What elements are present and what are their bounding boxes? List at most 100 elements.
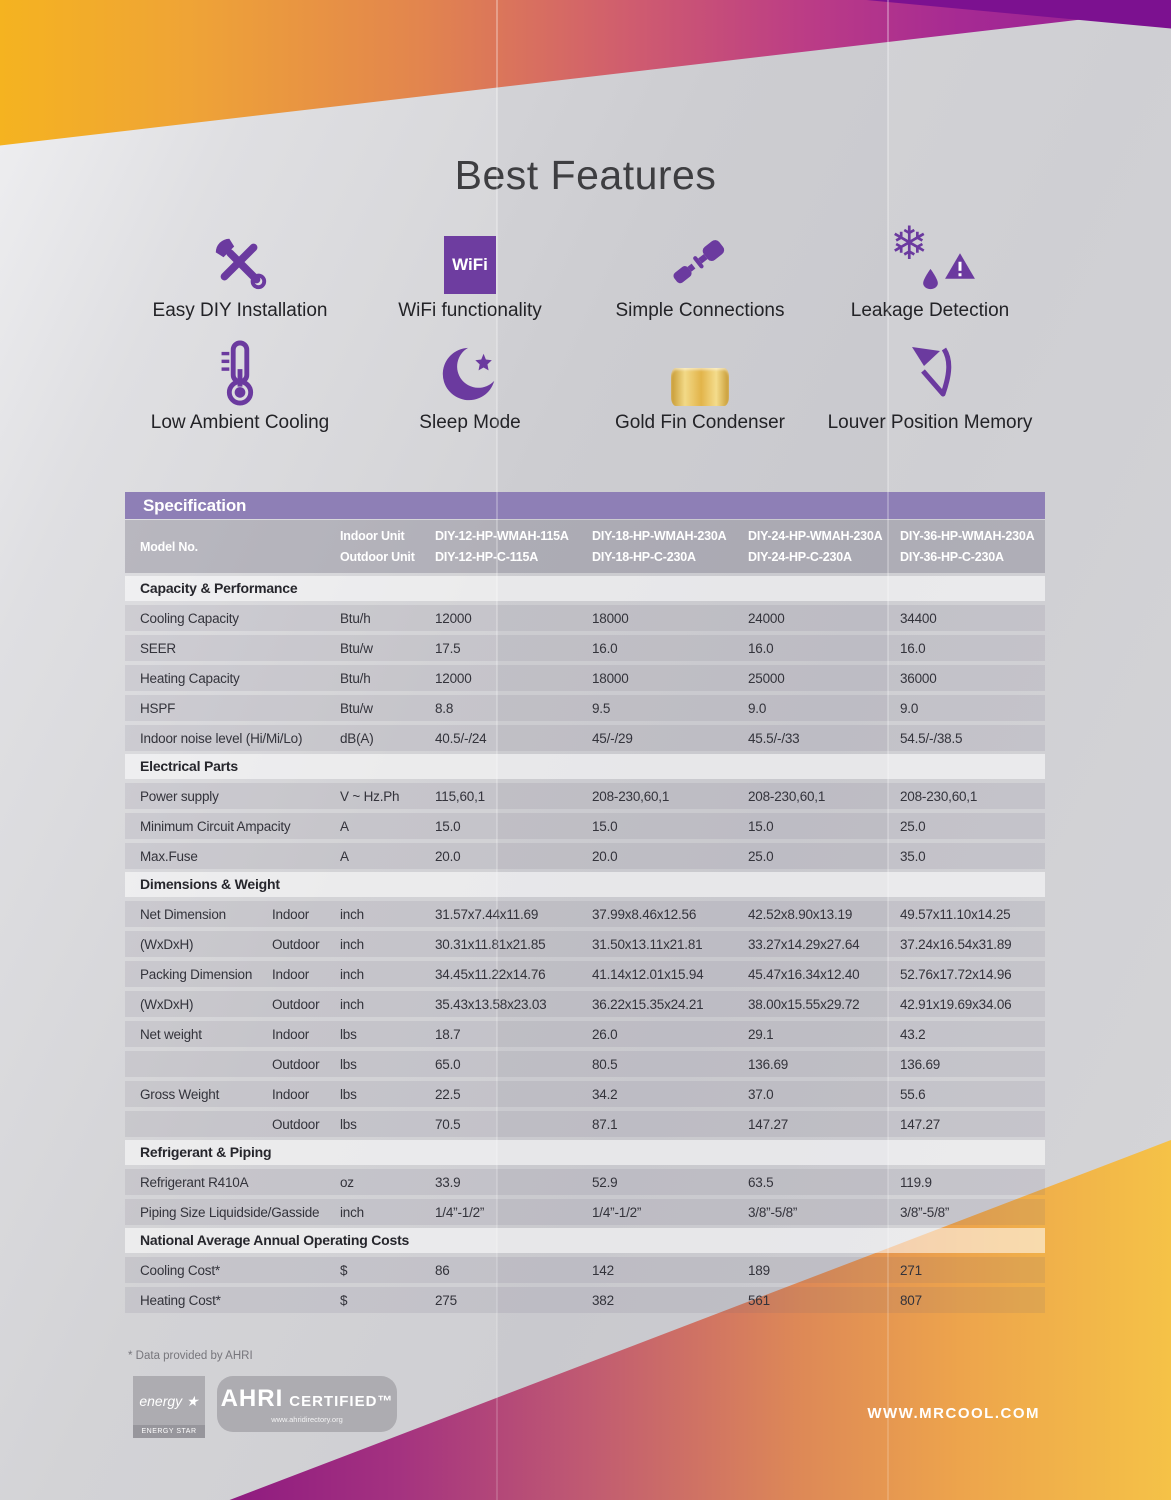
feature-label: Louver Position Memory [827,412,1033,433]
row-value: 12000 [435,670,472,686]
row-value: 63.5 [748,1174,774,1190]
row-unit: inch [340,996,364,1012]
feature-label: WiFi functionality [398,300,542,321]
model-row: Model No. Indoor Unit Outdoor Unit DIY-1… [125,520,1045,573]
row-value: 45.5/-/33 [748,730,800,746]
row-value: 115,60,1 [435,788,485,804]
feature-low-ambient-cooling: Low Ambient Cooling [125,332,355,444]
footnote: * Data provided by AHRI [128,1350,253,1362]
model-column: DIY-36-HP-WMAH-230A DIY-36-HP-C-230A [900,520,1045,573]
model-column: DIY-18-HP-WMAH-230A DIY-18-HP-C-230A [592,520,748,573]
row-value: 30.31x11.81x21.85 [435,936,546,952]
row-label: Heating Capacity [140,670,240,686]
spec-sections: Capacity & Performance Cooling Capacity Bt… [125,576,1045,1313]
feature-gold-fin-condenser: Gold Fin Condenser [585,332,815,444]
row-label: Piping Size Liquidside/Gasside [140,1204,320,1220]
row-value: 34.2 [592,1086,618,1102]
spec-row: Gross Weight Indoor lbs 22.5 34.2 37.0 55.6 [125,1077,1045,1107]
row-value: 8.8 [435,700,454,716]
feature-label: Leakage Detection [850,300,1010,321]
row-unit: Btu/w [340,640,373,656]
indoor-unit-label: Indoor Unit [340,529,405,544]
model-unit-labels: Indoor Unit Outdoor Unit [340,520,435,573]
feature-leakage-detection: ❄ Leakage Detection [815,220,1045,332]
connector-icon [667,220,733,294]
row-value: 38.00x15.55x29.72 [748,996,860,1012]
indoor-model: DIY-12-HP-WMAH-115A [435,529,569,544]
row-value: 9.5 [592,700,611,716]
row-unit: A [340,848,349,864]
row-value: 37.24x16.54x31.89 [900,936,1012,952]
row-value: 1/4”-1/2” [435,1204,485,1220]
row-value: 142 [592,1262,614,1278]
row-unit: lbs [340,1026,357,1042]
row-value: 42.91x19.69x34.06 [900,996,1012,1012]
row-label: Cooling Capacity [140,610,239,626]
row-value: 9.0 [900,700,919,716]
row-value: 22.5 [435,1086,461,1102]
row-value: 17.5 [435,640,461,656]
feature-label: Low Ambient Cooling [150,412,330,433]
row-value: 36.22x15.35x24.21 [592,996,704,1012]
spec-row: Outdoor lbs 65.0 80.5 136.69 136.69 [125,1047,1045,1077]
spec-row: Heating Capacity Btu/h 12000 18000 25000 3600… [125,661,1045,691]
row-value: 208-230,60,1 [592,788,670,804]
row-value: 136.69 [900,1056,941,1072]
row-sublabel: Outdoor [272,996,320,1012]
row-sublabel: Outdoor [272,936,320,952]
row-label: Gross Weight [140,1086,220,1102]
feature-wifi-functionality: WiFi WiFi functionality [355,220,585,332]
row-value: 65.0 [435,1056,461,1072]
row-value: 15.0 [435,818,461,834]
row-unit: lbs [340,1086,357,1102]
leak-detection-icon: ❄ [882,220,978,294]
feature-label: Gold Fin Condenser [614,412,786,433]
row-unit: lbs [340,1116,357,1132]
row-label: Net weight [140,1026,202,1042]
row-value: 87.1 [592,1116,618,1132]
row-unit: Btu/h [340,610,371,626]
spec-row: Max.Fuse A 20.0 20.0 25.0 35.0 [125,839,1045,869]
row-value: 86 [435,1262,450,1278]
row-value: 54.5/-/38.5 [900,730,963,746]
spec-row: Cooling Cost* $86 142 189 271 [125,1253,1045,1283]
row-value: 31.50x13.11x21.81 [592,936,703,952]
spec-row: Power supply V ~ Hz.Ph 115,60,1 208-230,60,… [125,779,1045,809]
section-title: National Average Annual Operating Costs [125,1228,1045,1253]
row-value: 36000 [900,670,937,686]
features-grid: Easy DIY Installation WiFi WiFi function… [125,220,1045,444]
row-value: 561 [748,1292,770,1308]
row-value: 80.5 [592,1056,618,1072]
row-label: Net Dimension [140,906,226,922]
page-title: Best Features [454,152,717,198]
row-value: 18.7 [435,1026,461,1042]
row-sublabel: Outdoor [272,1056,320,1072]
row-value: 275 [435,1292,457,1308]
row-value: 3/8”-5/8” [900,1204,950,1220]
indoor-model: DIY-18-HP-WMAH-230A [592,529,727,544]
row-label: HSPF [140,700,176,716]
outdoor-model: DIY-24-HP-C-230A [748,549,852,564]
fold-line-right [887,0,889,1500]
row-value: 41.14x12.01x15.94 [592,966,704,982]
row-value: 12000 [435,610,472,626]
spec-row: Packing Dimension Indoor inch 34.45x11.22x1… [125,957,1045,987]
spec-row: Heating Cost* $275 382 561 807 [125,1283,1045,1313]
feature-label: Easy DIY Installation [152,300,328,321]
row-unit: V ~ Hz.Ph [340,788,400,804]
feature-simple-connections: Simple Connections [585,220,815,332]
row-label: Max.Fuse [140,848,198,864]
wifi-badge: WiFi [444,236,496,294]
row-value: 1/4”-1/2” [592,1204,642,1220]
row-unit: oz [340,1174,354,1190]
row-sublabel: Indoor [272,906,310,922]
specification-table: Specification Model No. Indoor Unit Outd… [125,492,1045,1313]
spec-row: Minimum Circuit Ampacity A 15.0 15.0 15.0 25.… [125,809,1045,839]
indoor-model: DIY-36-HP-WMAH-230A [900,529,1035,544]
energy-star-logo: energy ★ ENERGY STAR [133,1376,205,1438]
louver-icon [904,332,956,406]
row-value: 29.1 [748,1026,774,1042]
fold-line-left [496,0,498,1500]
row-sublabel: Indoor [272,1086,310,1102]
row-unit: inch [340,906,364,922]
